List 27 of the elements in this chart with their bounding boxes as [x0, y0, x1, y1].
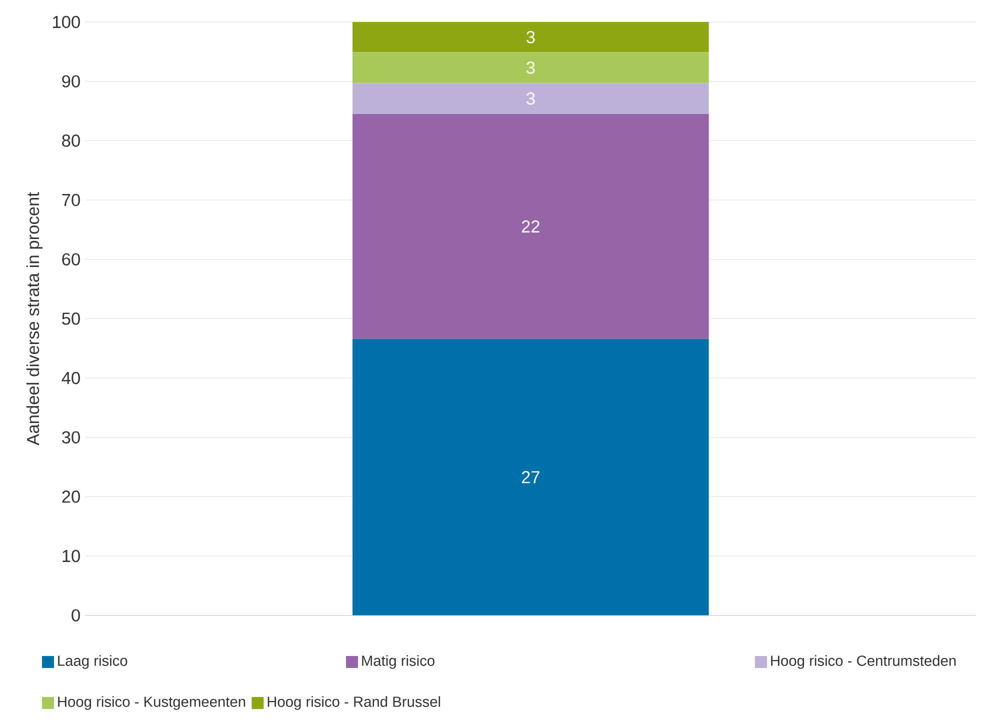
- y-tick-label: 30: [62, 431, 80, 444]
- legend-label: Laag risico: [58, 655, 128, 669]
- y-axis-title: Aandeel diverse strata in procent: [26, 192, 43, 446]
- annotation: 3: [526, 92, 535, 105]
- y-tick-label: 90: [62, 75, 80, 88]
- y-tick-label: 10: [62, 550, 80, 562]
- bar: [352, 114, 709, 339]
- bar: [352, 338, 709, 616]
- y-tick-label: 70: [62, 194, 80, 206]
- y-tick-label: 0: [72, 609, 80, 622]
- annotation: 3: [526, 62, 535, 74]
- annotation: 3: [526, 30, 535, 44]
- legend-label: Hoog risico - Centrumsteden: [771, 655, 956, 669]
- legend-label: Hoog risico - Rand Brussel: [268, 696, 440, 710]
- y-tick-label: 40: [62, 372, 80, 384]
- annotation: 27: [522, 471, 540, 484]
- y-tick-label: 80: [62, 134, 80, 147]
- y-tick-label: 50: [62, 312, 80, 325]
- legend-label: Hoog risico - Kustgemeenten: [58, 696, 246, 710]
- y-tick-label: 20: [62, 490, 80, 503]
- y-tick-label: 100: [53, 16, 80, 28]
- bar: [352, 83, 709, 114]
- legend-label: Matig risico: [362, 655, 434, 669]
- y-tick-label: 60: [62, 253, 80, 266]
- bar: [352, 22, 709, 52]
- bar: [352, 52, 709, 84]
- annotation: 22: [522, 220, 540, 232]
